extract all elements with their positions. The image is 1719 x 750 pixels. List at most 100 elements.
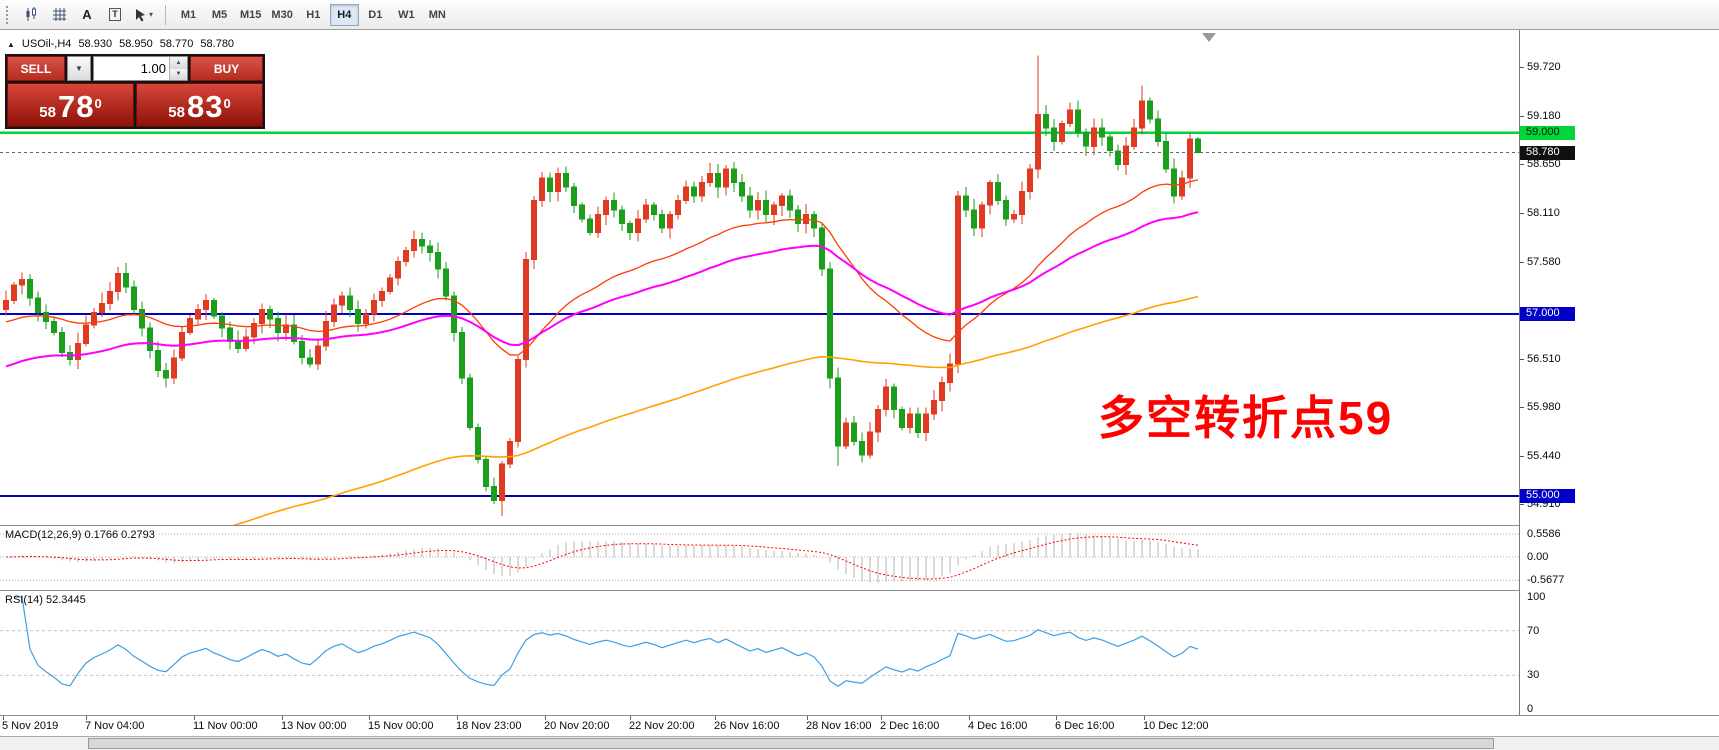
fast-ma-line[interactable] — [5, 179, 1199, 356]
chart-shift-icon[interactable] — [1202, 33, 1216, 42]
candle-body — [1019, 191, 1025, 215]
trade-controls-row: SELL ▼ ▲ ▼ BUY — [7, 56, 263, 81]
candle-body — [435, 252, 441, 270]
candle-body — [195, 309, 201, 320]
volume-dropdown-button[interactable]: ▼ — [67, 56, 91, 81]
candle-body — [11, 284, 17, 302]
candle-body — [1051, 127, 1057, 143]
candle-body — [427, 245, 433, 254]
grid-icon[interactable] — [46, 3, 72, 27]
time-label: 6 Dec 16:00 — [1055, 720, 1115, 732]
macd-label: MACD(12,26,9) 0.1766 0.2793 — [5, 529, 155, 541]
scrollbar-thumb[interactable] — [88, 738, 1494, 749]
candle-body — [419, 239, 425, 247]
candle-body — [27, 279, 33, 299]
current-price-label: 58.780 — [1520, 146, 1575, 160]
price-chart-panel[interactable]: ▲ USOil-,H4 58.930 58.950 58.770 58.780 … — [0, 30, 1519, 620]
candle-body — [323, 321, 329, 347]
candle-body — [1107, 136, 1113, 152]
candlestick-chart-icon[interactable] — [18, 3, 44, 27]
volume-increase-button[interactable]: ▲ — [170, 57, 187, 69]
ask-price-fraction: 0 — [223, 96, 231, 111]
one-click-toggle-icon[interactable]: ▲ — [7, 39, 15, 49]
candle-body — [875, 409, 881, 433]
candle-body — [347, 295, 353, 311]
time-tick-mark — [194, 716, 195, 720]
candle-body — [299, 340, 305, 359]
horizontal-scrollbar[interactable] — [0, 736, 1719, 750]
one-click-trading-panel: SELL ▼ ▲ ▼ BUY 58 78 0 — [5, 54, 265, 129]
sell-price-display[interactable]: 58 78 0 — [7, 83, 134, 127]
candle-body — [467, 377, 473, 429]
bid-price-fraction: 0 — [94, 96, 102, 111]
candle-body — [3, 300, 9, 311]
candle-body — [1067, 109, 1073, 125]
candle-body — [1147, 100, 1153, 120]
timeframe-button-h4[interactable]: H4 — [329, 3, 359, 26]
timeframe-button-m30[interactable]: M30 — [267, 4, 296, 26]
candle-body — [267, 309, 273, 320]
candle-body — [139, 309, 145, 329]
candle-body — [587, 218, 593, 233]
candle-body — [843, 422, 849, 447]
candle-body — [955, 195, 961, 365]
candle-body — [99, 302, 105, 313]
candle-body — [867, 431, 873, 456]
buy-button[interactable]: BUY — [190, 56, 263, 81]
buy-price-display[interactable]: 58 83 0 — [136, 83, 263, 127]
timeframe-button-d1[interactable]: D1 — [361, 4, 390, 26]
price-tick-label: 58.110 — [1527, 207, 1560, 219]
volume-decrease-button[interactable]: ▼ — [170, 68, 187, 80]
timeframe-button-m5[interactable]: M5 — [205, 4, 234, 26]
candle-body — [907, 413, 913, 429]
macd-panel[interactable]: MACD(12,26,9) 0.1766 0.2793 — [0, 526, 1519, 590]
cursor-tool-icon[interactable]: ▾ — [130, 3, 157, 27]
candle-body — [379, 291, 385, 302]
sell-button[interactable]: SELL — [7, 56, 65, 81]
rsi-chart — [0, 596, 1519, 688]
candle-body — [451, 295, 457, 333]
candle-body — [555, 173, 561, 193]
timeframe-button-h1[interactable]: H1 — [299, 4, 328, 26]
text-tool-icon[interactable]: A — [74, 3, 100, 27]
time-label: 10 Dec 12:00 — [1143, 720, 1209, 732]
timeframe-button-w1[interactable]: W1 — [392, 4, 421, 26]
candle-body — [763, 200, 769, 215]
candle-body — [899, 409, 905, 429]
candle-body — [627, 222, 633, 233]
price-tick-label: 57.580 — [1527, 256, 1561, 268]
text-label-tool-icon[interactable]: T — [102, 3, 128, 27]
panel-separator[interactable] — [0, 590, 1719, 591]
chevron-down-icon: ▾ — [149, 10, 154, 19]
candle-body — [227, 327, 233, 342]
candle-body — [1171, 168, 1177, 197]
time-label: 7 Nov 04:00 — [85, 720, 145, 732]
medium-ma-line[interactable] — [5, 211, 1199, 368]
candle-body — [1155, 118, 1161, 143]
candle-body — [59, 331, 65, 353]
volume-input[interactable] — [94, 57, 169, 80]
candle-body — [203, 300, 209, 311]
rsi-panel[interactable]: RSI(14) 52.3445 — [0, 591, 1519, 715]
toolbar-drag-grip[interactable] — [6, 5, 12, 24]
slow-ma-line[interactable] — [5, 295, 1199, 620]
time-tick-mark — [715, 716, 716, 720]
candle-body — [1059, 123, 1065, 143]
panel-separator[interactable] — [0, 525, 1719, 526]
timeframe-button-m15[interactable]: M15 — [236, 4, 265, 26]
timeframe-button-mn[interactable]: MN — [423, 4, 452, 26]
candle-body — [91, 311, 97, 326]
candle-body — [123, 272, 129, 288]
candle-body — [235, 340, 241, 350]
timeframe-button-m1[interactable]: M1 — [174, 4, 203, 26]
candle-body — [883, 386, 889, 410]
candle-body — [411, 239, 417, 252]
time-tick-mark — [630, 716, 631, 720]
candle-body — [171, 357, 177, 379]
rsi-label: RSI(14) 52.3445 — [5, 594, 86, 606]
time-label: 15 Nov 00:00 — [368, 720, 434, 732]
candle-body — [523, 259, 529, 361]
candlestick-chart[interactable] — [0, 30, 1519, 620]
hline-price-label: 55.000 — [1520, 489, 1575, 503]
